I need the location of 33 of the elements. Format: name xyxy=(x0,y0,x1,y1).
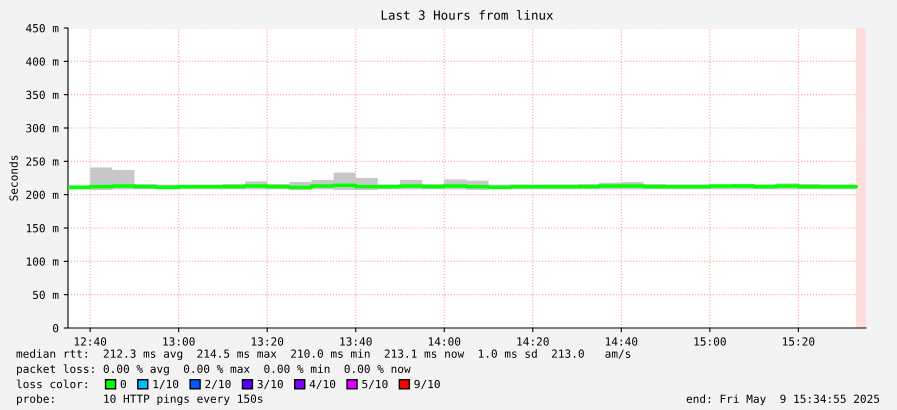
text: probe: 10 HTTP pings every 150s xyxy=(17,394,262,406)
y-tick-label: 100 m xyxy=(26,257,58,266)
legend-label: 3/10 xyxy=(258,380,283,390)
y-axis-title: Seconds xyxy=(9,156,18,201)
x-tick-label: 15:20 xyxy=(782,337,814,346)
legend-label: 9/10 xyxy=(414,380,440,390)
x-tick-label: 13:40 xyxy=(340,337,372,346)
x-tick-label: 13:20 xyxy=(252,337,284,346)
legend-label: 5/10 xyxy=(362,380,388,390)
text: median rtt: 212.3 ms avg 214.5 ms max 210.0 ms min 213.1 ms now 1.0 ms sd 213.0 am/s xyxy=(16,349,630,360)
x-tick-label: 13:00 xyxy=(163,337,195,346)
y-tick-label: 300 m xyxy=(26,124,58,132)
x-tick-label: 15:00 xyxy=(694,337,726,346)
y-tick-label: 200 m xyxy=(26,190,58,200)
legend-label: 1/10 xyxy=(154,380,178,390)
legend-label: 2/10 xyxy=(205,380,231,390)
text: end: Fri May 9 15:34:55 2025 xyxy=(686,394,880,406)
legend-label: 0 xyxy=(120,380,126,388)
y-tick-label: 400 m xyxy=(26,57,58,66)
legend-label: 4/10 xyxy=(310,380,336,390)
x-tick-label: 14:40 xyxy=(606,337,638,346)
y-tick-label: 150 m xyxy=(26,224,58,232)
y-tick-label: 50 m xyxy=(32,290,58,300)
x-tick-label: 12:40 xyxy=(74,337,106,346)
x-tick-label: 14:00 xyxy=(428,337,460,346)
y-tick-label: 0 xyxy=(53,324,58,332)
chart-title: Last 3 Hours from linux xyxy=(382,10,554,20)
y-tick-label: 250 m xyxy=(26,157,58,166)
text: packet loss: 0.00 % avg 0.00 % max 0.00 % min 0.00 % now xyxy=(17,364,411,376)
x-tick-label: 14:20 xyxy=(517,337,549,346)
y-tick-label: 450 m xyxy=(26,24,58,32)
y-tick-label: 350 m xyxy=(26,90,58,100)
legend-title: loss color: xyxy=(16,380,87,388)
